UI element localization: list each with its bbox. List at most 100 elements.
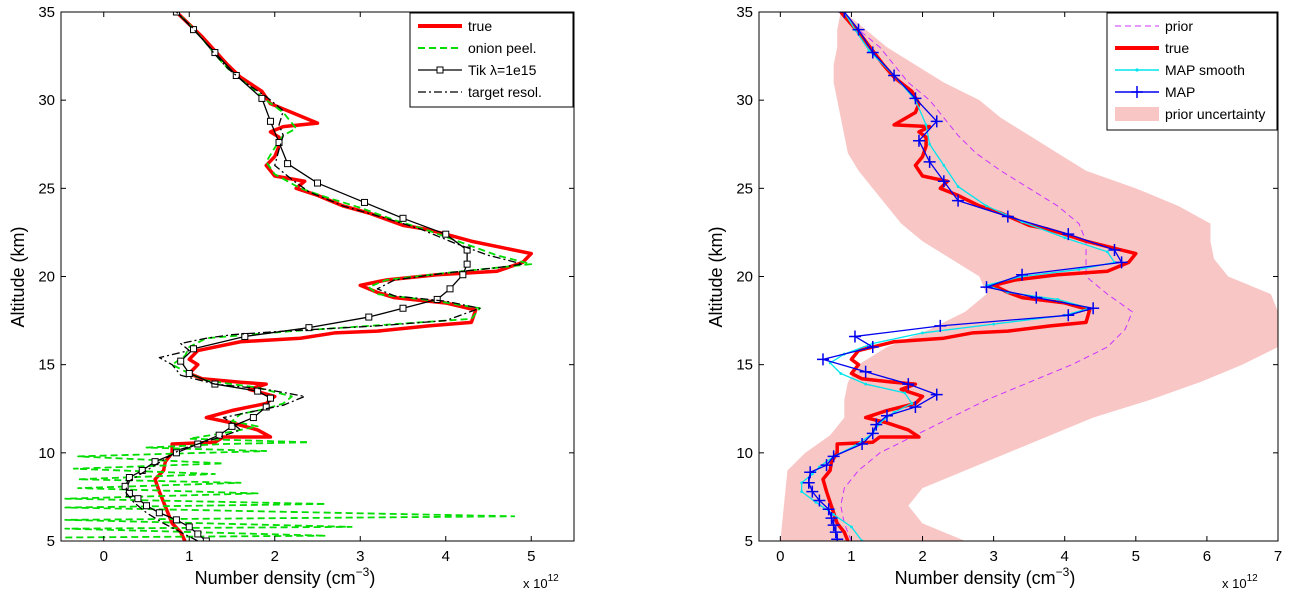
right-legend-label-map: MAP: [1165, 84, 1195, 100]
right-series-map-marker: [923, 155, 936, 168]
right-series-map-smooth-marker: [814, 500, 818, 504]
left-series-tik-1e15-marker: [194, 530, 202, 538]
left-series-tik-1e15-marker: [314, 179, 321, 187]
right-series-map-smooth-marker: [903, 391, 907, 395]
left-ticks: 0 1 2 3 4 5 5 10 15 20 25 30 35: [38, 4, 574, 565]
left-series-tik-1e15-marker: [275, 138, 283, 146]
left-series-tik-1e15-marker: [143, 502, 150, 510]
right-series-map-marker: [902, 378, 915, 391]
right-series-map-marker: [1062, 309, 1075, 322]
left-marks: [64, 12, 533, 541]
right-x-tick-label: 3: [989, 548, 997, 565]
left-series-tik-1e15-marker: [190, 26, 198, 34]
right-series-map-marker: [859, 365, 872, 378]
left-series-tik-1e15-marker: [399, 214, 407, 222]
left-series-tik-1e15-marker: [254, 387, 262, 395]
right-series-map-marker: [930, 115, 943, 128]
left-legend-label-onion: onion peel.: [468, 40, 537, 56]
right-series-map-marker: [827, 519, 840, 532]
right-ticks: 0 1 2 3 4 5 6 7 5 10 15 20 25 30 35: [736, 4, 1282, 565]
right-legend-entry-mapsmooth: MAP smooth: [1115, 62, 1245, 78]
right-legend-marker-mapsmooth: [1135, 68, 1139, 72]
right-series-map-marker: [1062, 228, 1075, 241]
left-series-tik-1e15-marker: [215, 431, 223, 439]
left-series-tik-1e15-marker: [185, 369, 193, 377]
right-x-tick-label: 6: [1203, 548, 1211, 565]
right-series-map-marker: [1108, 244, 1121, 257]
left-y-tick-label: 35: [38, 4, 55, 21]
left-x-tick-label: 3: [356, 548, 364, 565]
left-series-tik-1e15-marker: [361, 198, 369, 206]
left-series-tik-1e15-marker: [232, 71, 240, 79]
right-series-map-smooth-marker: [956, 185, 960, 188]
left-x-tick-label: 2: [271, 548, 279, 565]
right-x-tick-label: 7: [1274, 548, 1282, 565]
left-x-tick-label: 0: [100, 548, 108, 565]
right-legend: prior true MAP smooth MAP prior uncertai…: [1106, 12, 1278, 131]
right-y-axis-label: Altitude (km): [706, 226, 726, 327]
right-legend-label-band: prior uncertainty: [1165, 106, 1265, 122]
left-legend: true onion peel. Tik λ=1e15 target resol…: [409, 12, 574, 108]
right-series-map-marker: [934, 319, 947, 332]
left-legend-label-tik: Tik λ=1e15: [468, 62, 537, 78]
right-x-tick-label: 2: [918, 548, 926, 565]
right-series-map-marker: [838, 12, 851, 18]
left-x-tick-label: 4: [442, 548, 450, 565]
left-y-tick-label: 25: [38, 180, 55, 197]
left-x-axis-label: Number density (cm−3): [195, 565, 376, 588]
left-series-tik-1e15-marker: [258, 94, 266, 102]
left-series-tik-1e15-marker: [442, 230, 450, 238]
left-y-tick-label: 30: [38, 92, 55, 109]
right-series-map-smooth-marker: [832, 513, 836, 516]
right-series-prior-line: [840, 12, 1133, 541]
right-series-map-smooth-marker: [928, 142, 932, 146]
right-series-map-smooth-marker: [924, 123, 928, 127]
left-series-tik-1e15-marker: [459, 271, 467, 279]
left-legend-entry-true: true: [418, 18, 492, 34]
left-x-tick-label: 5: [527, 548, 535, 565]
right-series-map-marker: [952, 194, 965, 207]
right-series-map-marker: [880, 409, 893, 422]
right-series-map-smooth-marker: [985, 204, 988, 208]
left-series-tik-1e15-marker: [284, 160, 292, 168]
left-series-tik-1e15-marker: [177, 357, 185, 365]
right-series-map-marker: [1016, 268, 1029, 281]
right-series-map-smooth-marker: [1063, 236, 1067, 240]
right-series-map-smooth-marker: [867, 49, 871, 53]
right-x-tick-label: 0: [776, 548, 784, 565]
right-series-map-marker: [1030, 291, 1043, 304]
left-y-tick-label: 5: [47, 533, 55, 550]
right-legend-entry-prior: prior: [1115, 18, 1193, 34]
right-y-tick-label: 25: [736, 180, 753, 197]
left-series-tik-1e15-marker: [241, 332, 249, 340]
left-legend-entry-onion: onion peel.: [418, 40, 537, 56]
left-series-tik-1e15-marker: [155, 509, 163, 517]
right-series-map-smooth-marker: [942, 164, 946, 167]
right-series-map-marker: [866, 341, 879, 354]
right-legend-swatch-band: [1115, 107, 1159, 121]
right-series-map-smooth-marker: [839, 372, 843, 375]
right-series-map-smooth-marker: [864, 382, 868, 386]
right-series-map-smooth-marker: [992, 322, 996, 326]
right-legend-label-prior: prior: [1165, 18, 1193, 34]
left-y-axis-label: Altitude (km): [8, 226, 28, 327]
right-series-map-marker: [856, 438, 869, 451]
right-series-map-smooth-marker: [800, 490, 804, 494]
right-y-tick-label: 5: [745, 533, 753, 550]
right-series-map-marker: [866, 46, 879, 59]
left-legend-label-true: true: [468, 18, 492, 34]
left-series-tik-1e15-marker: [134, 495, 142, 503]
right-legend-entry-true: true: [1115, 40, 1189, 56]
right-series-map-marker: [937, 175, 950, 188]
right-y-tick-label: 30: [736, 92, 753, 109]
right-legend-label-mapsmooth: MAP smooth: [1165, 62, 1245, 78]
left-chart: 0 1 2 3 4 5 5 10 15 20 25 30 35 Number density (cm−3…: [8, 4, 575, 591]
left-legend-label-target: target resol.: [468, 84, 542, 100]
right-series-map-marker: [866, 427, 879, 440]
right-y-tick-label: 10: [736, 445, 753, 462]
right-series-map-marker: [980, 281, 993, 294]
left-series-tik-1e15-marker: [211, 49, 219, 57]
right-series-map-smooth-marker: [921, 331, 924, 335]
right-series-map-marker: [829, 526, 842, 539]
